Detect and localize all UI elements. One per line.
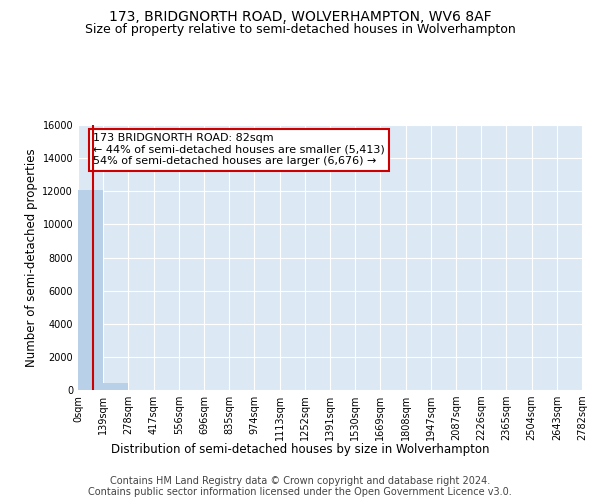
Text: Contains HM Land Registry data © Crown copyright and database right 2024.: Contains HM Land Registry data © Crown c… [110, 476, 490, 486]
Text: Distribution of semi-detached houses by size in Wolverhampton: Distribution of semi-detached houses by … [111, 442, 489, 456]
Y-axis label: Number of semi-detached properties: Number of semi-detached properties [25, 148, 38, 367]
Text: Contains public sector information licensed under the Open Government Licence v3: Contains public sector information licen… [88, 487, 512, 497]
Text: 173, BRIDGNORTH ROAD, WOLVERHAMPTON, WV6 8AF: 173, BRIDGNORTH ROAD, WOLVERHAMPTON, WV6… [109, 10, 491, 24]
Text: Size of property relative to semi-detached houses in Wolverhampton: Size of property relative to semi-detach… [85, 22, 515, 36]
Bar [78, 190, 103, 390]
Bar [103, 382, 128, 390]
Text: 173 BRIDGNORTH ROAD: 82sqm
← 44% of semi-detached houses are smaller (5,413)
54%: 173 BRIDGNORTH ROAD: 82sqm ← 44% of semi… [93, 133, 385, 166]
